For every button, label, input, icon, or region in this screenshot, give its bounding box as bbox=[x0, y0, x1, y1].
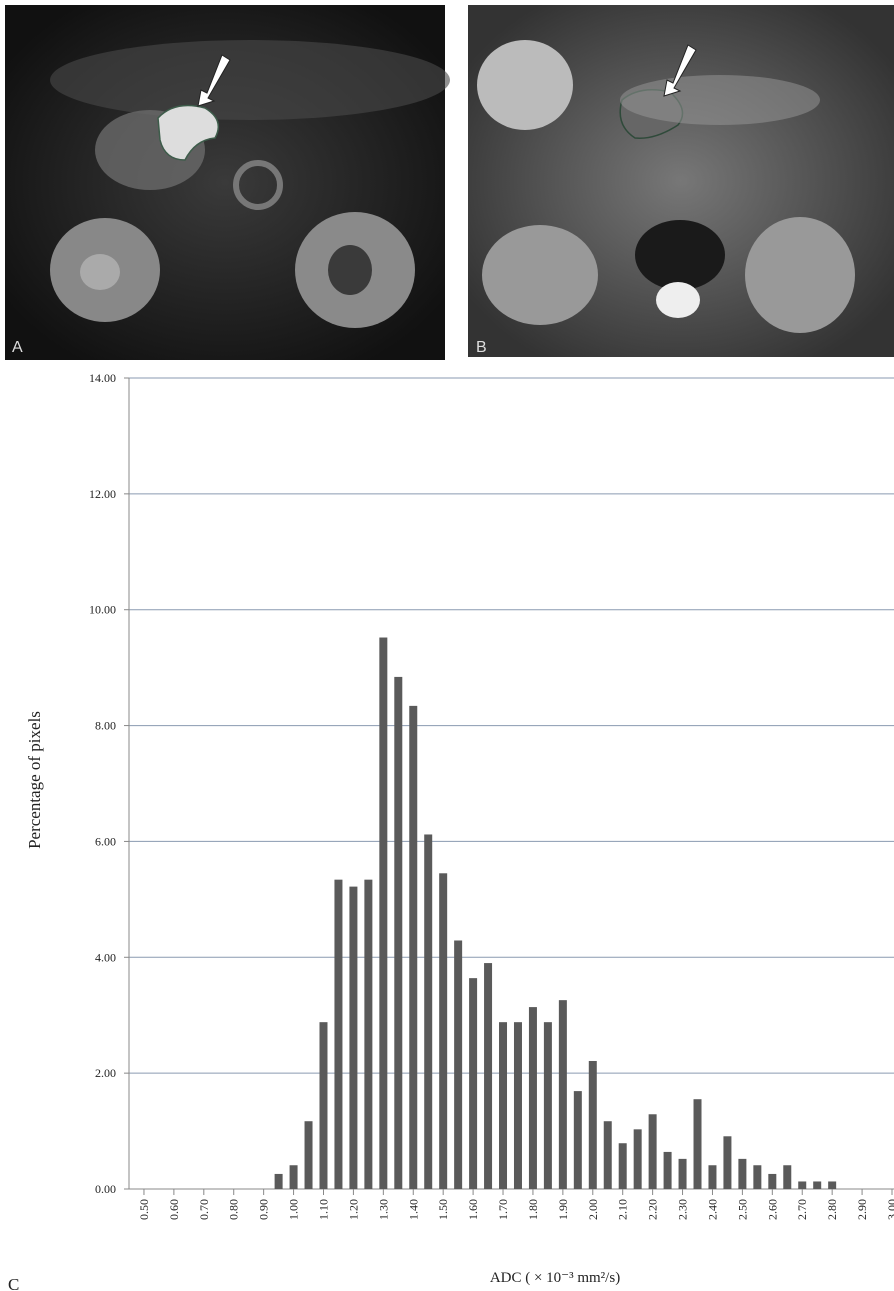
bar bbox=[529, 1007, 537, 1189]
bar bbox=[349, 887, 357, 1189]
bar bbox=[768, 1174, 776, 1189]
bar bbox=[439, 873, 447, 1189]
bar bbox=[634, 1129, 642, 1189]
bar bbox=[514, 1022, 522, 1189]
x-tick-label: 1.60 bbox=[466, 1199, 480, 1220]
bar bbox=[664, 1152, 672, 1189]
x-tick-label: 1.50 bbox=[436, 1199, 450, 1220]
x-tick-label: 1.20 bbox=[346, 1199, 360, 1220]
bar bbox=[559, 1000, 567, 1189]
y-tick-label: 8.00 bbox=[95, 719, 116, 733]
y-tick-label: 0.00 bbox=[95, 1182, 116, 1196]
panel-label: C bbox=[8, 1275, 19, 1291]
x-tick-label: 1.00 bbox=[287, 1199, 301, 1220]
bar bbox=[290, 1165, 298, 1189]
y-tick-label: 12.00 bbox=[89, 487, 116, 501]
x-tick-label: 1.30 bbox=[376, 1199, 390, 1220]
x-tick-label: 1.40 bbox=[406, 1199, 420, 1220]
x-tick-label: 0.80 bbox=[227, 1199, 241, 1220]
bar bbox=[783, 1165, 791, 1189]
mri-panel-a bbox=[5, 5, 450, 360]
bar bbox=[574, 1091, 582, 1189]
bar bbox=[828, 1181, 836, 1189]
x-tick-label: 2.10 bbox=[616, 1199, 630, 1220]
x-axis-title: ADC ( × 10⁻³ mm²/s) bbox=[490, 1270, 620, 1286]
panel-label: A bbox=[12, 339, 23, 356]
y-tick-label: 6.00 bbox=[95, 834, 116, 848]
bar bbox=[694, 1099, 702, 1189]
bar bbox=[319, 1022, 327, 1189]
bar bbox=[305, 1121, 313, 1189]
bar bbox=[334, 880, 342, 1189]
x-tick-label: 0.60 bbox=[167, 1199, 181, 1220]
y-tick-label: 10.00 bbox=[89, 603, 116, 617]
x-tick-label: 2.50 bbox=[735, 1199, 749, 1220]
y-tick-label: 14.00 bbox=[89, 371, 116, 385]
x-tick-label: 1.90 bbox=[556, 1199, 570, 1220]
panel-label: B bbox=[476, 339, 487, 356]
bar bbox=[798, 1181, 806, 1189]
y-axis-title: Percentage of pixels bbox=[25, 711, 44, 849]
figure: A B C Percentage of pixels ADC ( × 10⁻³ … bbox=[0, 0, 894, 1291]
x-tick-label: 1.10 bbox=[316, 1199, 330, 1220]
x-tick-label: 2.00 bbox=[586, 1199, 600, 1220]
x-tick-label: 2.80 bbox=[825, 1199, 839, 1220]
bar bbox=[394, 677, 402, 1189]
x-tick-label: 2.30 bbox=[676, 1199, 690, 1220]
bar bbox=[589, 1061, 597, 1189]
bar bbox=[275, 1174, 283, 1189]
y-tick-label: 2.00 bbox=[95, 1066, 116, 1080]
x-tick-label: 2.70 bbox=[795, 1199, 809, 1220]
bar bbox=[619, 1143, 627, 1189]
bar bbox=[424, 834, 432, 1189]
bar bbox=[723, 1136, 731, 1189]
x-tick-label: 0.70 bbox=[197, 1199, 211, 1220]
bar bbox=[364, 880, 372, 1189]
x-tick-label: 2.40 bbox=[705, 1199, 719, 1220]
chart: A B C Percentage of pixels ADC ( × 10⁻³ … bbox=[0, 0, 894, 1291]
bar bbox=[649, 1114, 657, 1189]
x-tick-label: 0.90 bbox=[257, 1199, 271, 1220]
x-tick-label: 2.90 bbox=[855, 1199, 869, 1220]
y-tick-label: 4.00 bbox=[95, 950, 116, 964]
bar bbox=[409, 706, 417, 1189]
x-tick-label: 0.50 bbox=[137, 1199, 151, 1220]
bar bbox=[753, 1165, 761, 1189]
bar bbox=[379, 638, 387, 1189]
x-tick-label: 2.60 bbox=[765, 1199, 779, 1220]
x-tick-label: 1.70 bbox=[496, 1199, 510, 1220]
mri-panel-b bbox=[468, 5, 894, 357]
bar bbox=[679, 1159, 687, 1189]
bar bbox=[813, 1181, 821, 1189]
bar bbox=[604, 1121, 612, 1189]
bar bbox=[738, 1159, 746, 1189]
bar bbox=[544, 1022, 552, 1189]
bar bbox=[469, 978, 477, 1189]
x-tick-label: 1.80 bbox=[526, 1199, 540, 1220]
bar bbox=[484, 963, 492, 1189]
x-tick-label: 3.00 bbox=[885, 1199, 894, 1220]
bar bbox=[499, 1022, 507, 1189]
bar bbox=[708, 1165, 716, 1189]
bar bbox=[454, 940, 462, 1189]
x-tick-label: 2.20 bbox=[646, 1199, 660, 1220]
